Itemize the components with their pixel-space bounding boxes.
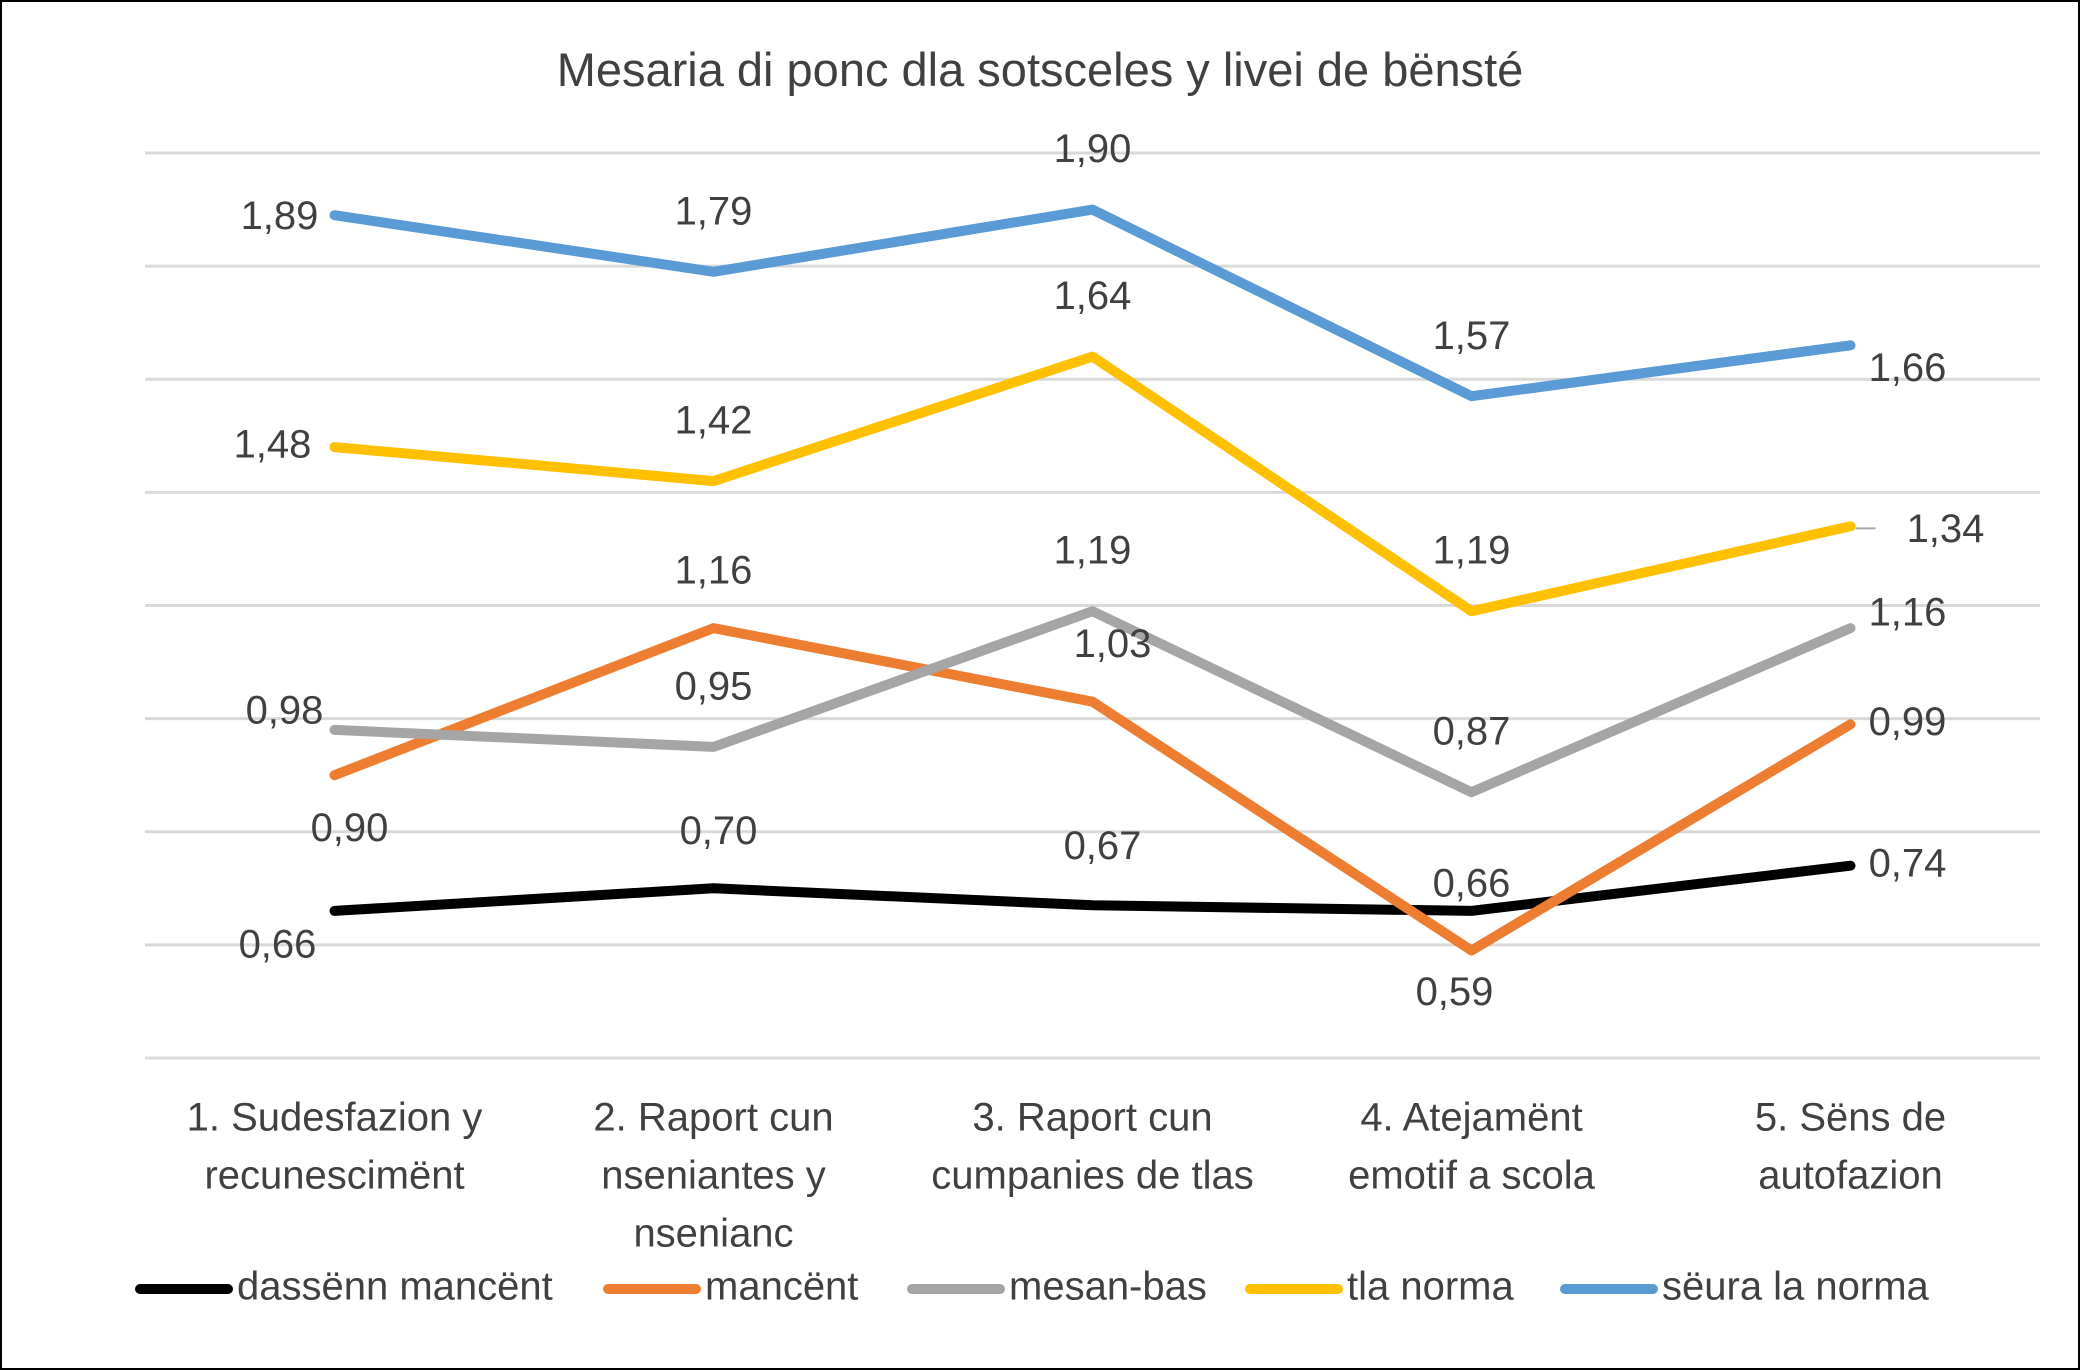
data-label: 0,74 xyxy=(1869,841,1947,885)
series-line-4 xyxy=(329,204,1856,402)
series-line-2 xyxy=(329,606,1856,798)
data-label: 0,87 xyxy=(1433,710,1511,754)
data-label: 1,79 xyxy=(675,189,753,233)
data-label: 0,67 xyxy=(1064,824,1142,868)
data-label: 1,64 xyxy=(1054,274,1132,318)
gridlines xyxy=(145,151,2040,1060)
data-label: 1,16 xyxy=(675,549,753,593)
data-label: 1,16 xyxy=(1869,591,1947,635)
x-tick-label: 3. Raport cun xyxy=(972,1096,1212,1140)
data-label: 1,03 xyxy=(1074,622,1152,666)
legend-label: mancënt xyxy=(705,1265,858,1309)
data-label: 0,99 xyxy=(1869,700,1947,744)
x-tick-label: emotif a scola xyxy=(1348,1154,1596,1198)
data-label: 0,70 xyxy=(680,809,758,853)
data-label: 1,42 xyxy=(675,399,753,443)
x-tick-label: 1. Sudesfazion y xyxy=(187,1096,483,1140)
legend: dassënn mancënt mancënt mesan-bas tla norma… xyxy=(135,1265,1930,1309)
data-label: 0,90 xyxy=(311,806,389,850)
data-label: 0,98 xyxy=(246,689,324,733)
series-line-3 xyxy=(329,351,1856,617)
x-tick-label: 4. Atejamënt xyxy=(1360,1096,1582,1140)
data-label: 1,48 xyxy=(234,423,312,467)
chart-title: Mesaria di ponc dla sotsceles y livei de… xyxy=(557,43,1524,96)
data-label: 1,34 xyxy=(1907,507,1985,551)
data-label: 1,89 xyxy=(241,194,319,238)
x-tick-label: cumpanies de tlas xyxy=(931,1154,1253,1198)
data-label: 1,66 xyxy=(1869,346,1947,390)
data-label: 0,59 xyxy=(1416,970,1494,1014)
data-label: 1,57 xyxy=(1433,314,1511,358)
data-label: 0,66 xyxy=(1433,862,1511,906)
x-axis-labels: 1. Sudesfazion y recunescimënt 2. Raport c… xyxy=(187,1096,1947,1256)
data-label: 1,19 xyxy=(1054,529,1132,573)
data-labels: 0,66 0,70 0,67 0,66 0,74 0,90 1,16 1,03 0,59 0,99… xyxy=(234,127,1985,1014)
x-tick-label: autofazion xyxy=(1758,1154,1943,1198)
x-tick-label: 2. Raport cun xyxy=(593,1096,833,1140)
data-label: 0,95 xyxy=(675,664,753,708)
series-line-0 xyxy=(329,860,1856,916)
data-label: 1,90 xyxy=(1054,127,1132,171)
legend-label: mesan-bas xyxy=(1009,1265,1207,1309)
legend-label: dassënn mancënt xyxy=(237,1265,553,1309)
data-label: 1,19 xyxy=(1433,529,1511,573)
x-tick-label: nseniantes y xyxy=(601,1154,826,1198)
x-tick-label: nsenianc xyxy=(633,1212,793,1256)
data-label: 0,66 xyxy=(239,923,317,967)
series-lines xyxy=(329,204,1856,956)
legend-label: sëura la norma xyxy=(1662,1265,1930,1309)
x-tick-label: 5. Sëns de xyxy=(1755,1096,1946,1140)
legend-label: tla norma xyxy=(1347,1265,1514,1309)
series-line-1 xyxy=(329,623,1856,956)
x-tick-label: recunescimënt xyxy=(204,1154,464,1198)
